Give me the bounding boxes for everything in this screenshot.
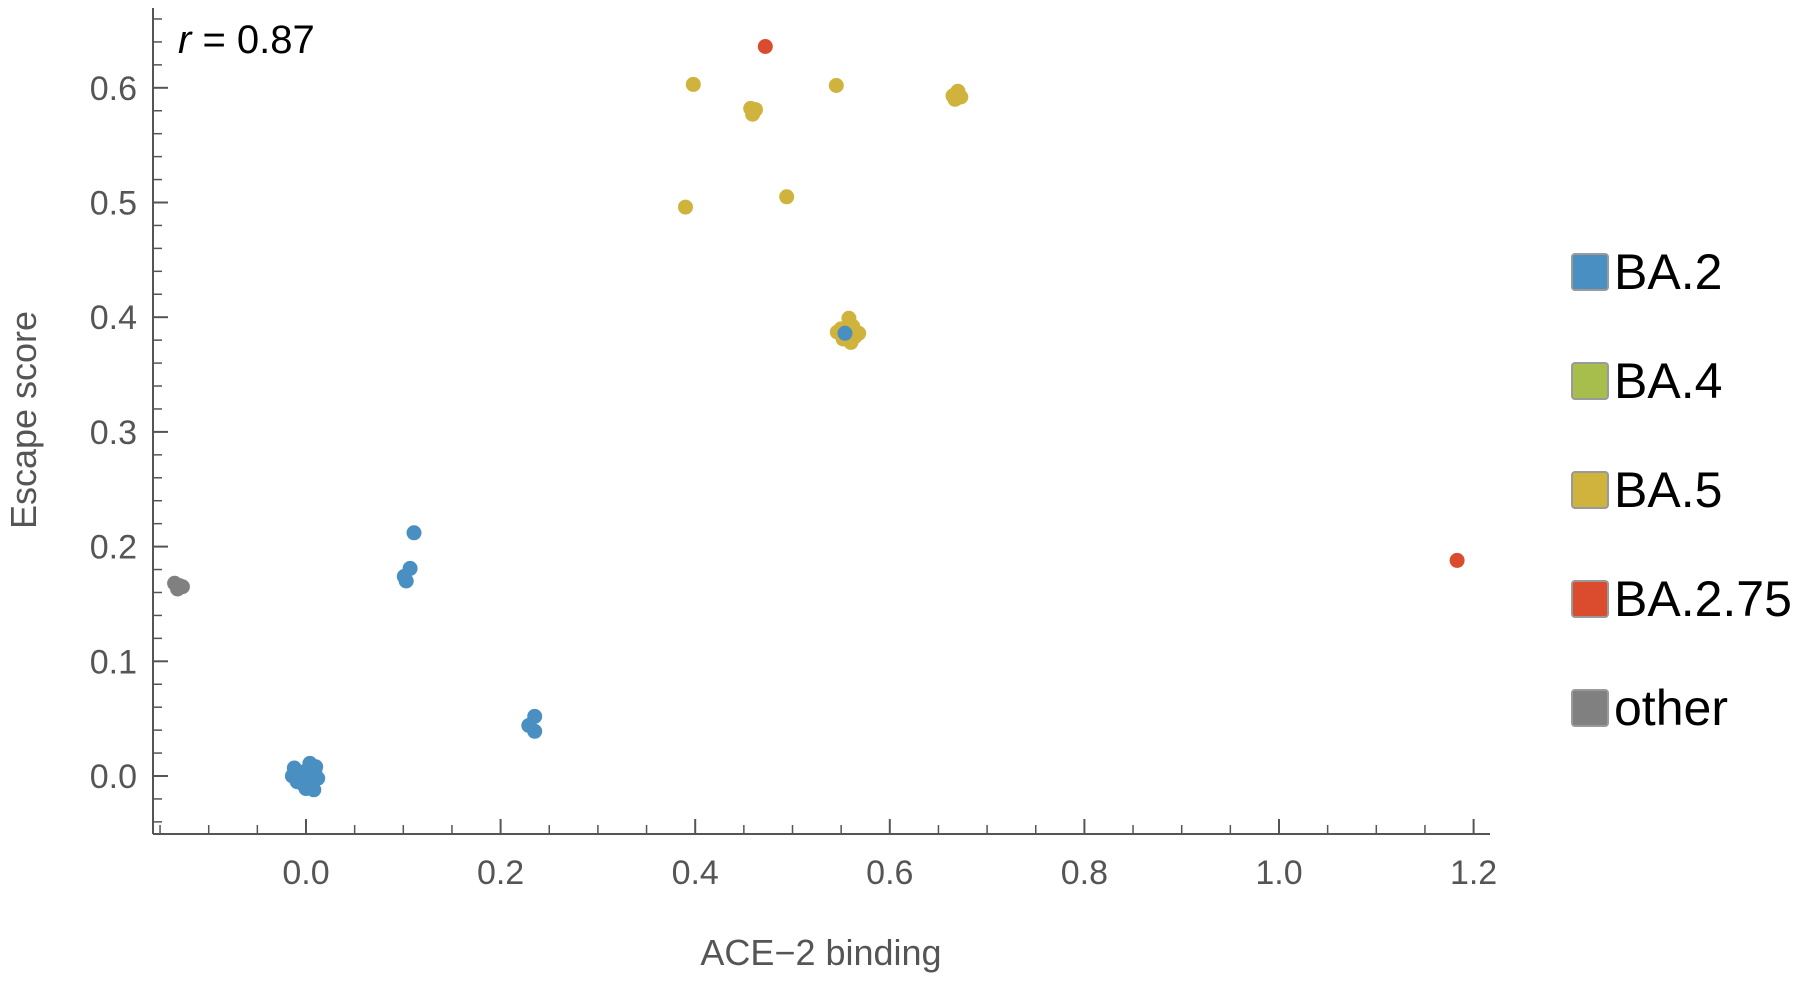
x-tick-label: 0.0 xyxy=(282,854,329,892)
y-axis-ticks: 0.0 0.1 0.2 0.3 0.4 0.5 0.6 xyxy=(90,18,168,823)
correlation-symbol: r xyxy=(178,18,193,62)
legend-swatch xyxy=(1571,253,1609,291)
legend-label: BA.2.75 xyxy=(1614,571,1792,627)
legend-item-ba-2: BA.2 xyxy=(1571,244,1722,300)
legend-item-ba-4: BA.4 xyxy=(1571,353,1722,409)
x-tick-label: 1.0 xyxy=(1255,854,1302,892)
y-tick-label: 0.6 xyxy=(90,70,137,108)
legend-swatch xyxy=(1571,471,1609,509)
legend-item-other: other xyxy=(1571,680,1728,736)
y-tick-label: 0.0 xyxy=(90,758,137,796)
legend-swatch xyxy=(1571,580,1609,618)
point-ba-2 xyxy=(398,573,414,589)
point-ba-5 xyxy=(779,189,795,205)
point-ba-5 xyxy=(678,199,693,215)
point-ba-2 xyxy=(837,325,853,341)
point-ba-2 xyxy=(296,777,312,793)
y-tick-label: 0.2 xyxy=(90,529,137,567)
legend-swatch xyxy=(1571,689,1609,727)
point-ba-2 xyxy=(406,525,422,541)
y-tick-label: 0.3 xyxy=(90,414,137,452)
point-ba-2-75 xyxy=(1449,552,1465,568)
legend-label: BA.5 xyxy=(1614,462,1722,518)
x-tick-label: 0.2 xyxy=(477,854,524,892)
correlation-annotation: r = 0.87 xyxy=(178,18,315,62)
point-ba-2-75 xyxy=(757,39,773,54)
plot-axes xyxy=(152,8,1490,835)
x-axis-ticks: 0.0 0.2 0.4 0.6 0.8 1.0 1.2 xyxy=(159,819,1497,892)
y-tick-label: 0.5 xyxy=(90,185,137,223)
correlation-value: = 0.87 xyxy=(191,18,314,62)
data-points xyxy=(167,39,1465,798)
x-tick-label: 1.2 xyxy=(1450,854,1497,892)
legend-label: BA.4 xyxy=(1614,353,1722,409)
point-ba-2 xyxy=(284,768,300,784)
x-axis-title: ACE−2 binding xyxy=(700,932,941,973)
x-tick-label: 0.6 xyxy=(866,854,913,892)
y-tick-label: 0.1 xyxy=(90,643,137,681)
point-ba-2 xyxy=(308,759,324,775)
x-tick-label: 0.8 xyxy=(1061,854,1108,892)
legend-label: other xyxy=(1614,680,1728,736)
point-ba-2 xyxy=(527,723,543,739)
y-tick-label: 0.4 xyxy=(90,299,137,337)
legend-label: BA.2 xyxy=(1614,244,1722,300)
point-ba-5 xyxy=(685,76,701,92)
y-axis-title: Escape score xyxy=(3,311,44,529)
x-tick-label: 0.4 xyxy=(672,854,719,892)
legend-swatch xyxy=(1571,362,1609,400)
legend-item-ba-2-75: BA.2.75 xyxy=(1571,571,1792,627)
point-ba-5 xyxy=(947,91,963,107)
point-other xyxy=(170,581,186,597)
point-ba-5 xyxy=(828,78,844,93)
legend-item-ba-5: BA.5 xyxy=(1571,462,1722,518)
legend: BA.2 BA.4 BA.5 BA.2.75 other xyxy=(1571,244,1792,736)
point-ba-5 xyxy=(745,106,761,122)
